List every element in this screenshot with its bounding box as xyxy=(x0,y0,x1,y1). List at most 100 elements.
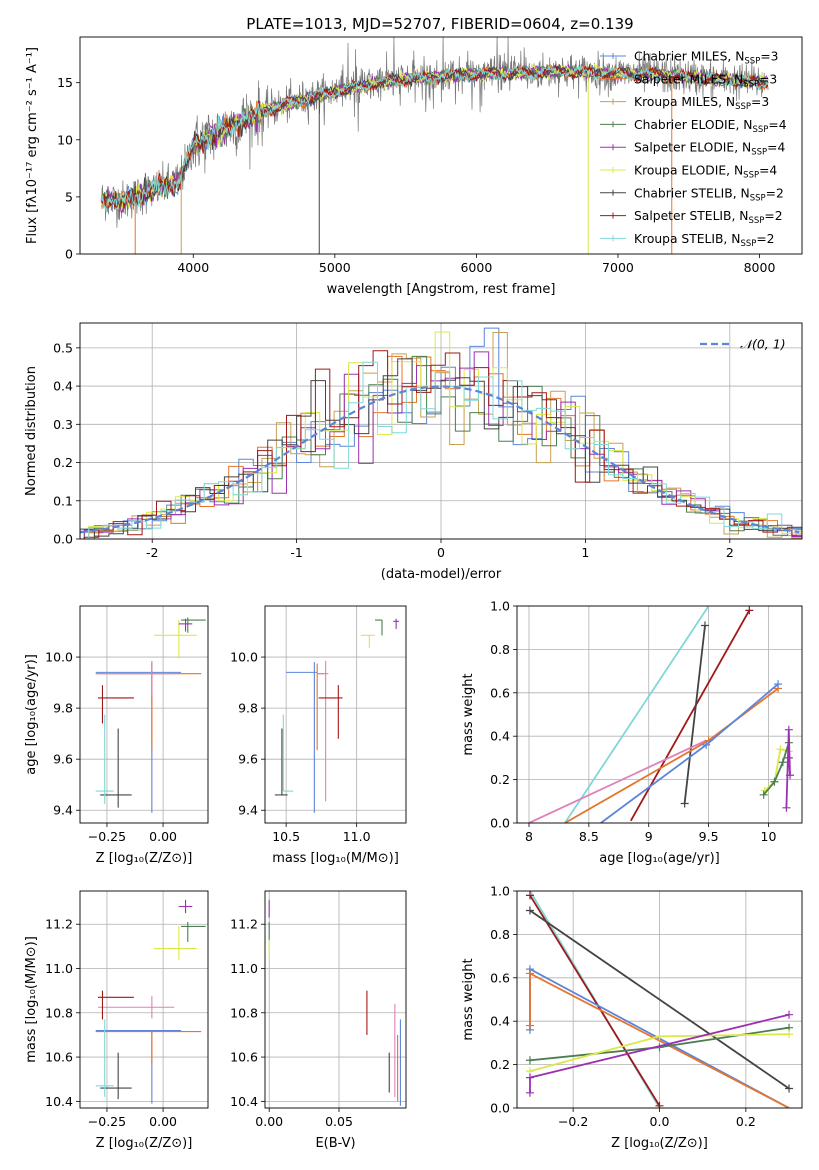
weight-line-chabrier_elodie xyxy=(763,742,790,796)
y-tick-label: 0.2 xyxy=(53,455,73,470)
legend-label: Kroupa STELIB, NSSP=2 xyxy=(634,232,775,249)
histogram-salpeter_miles xyxy=(83,355,802,539)
y-tick-label: 10.8 xyxy=(230,1005,258,1020)
age_vs_mass-errorbars xyxy=(274,618,399,813)
age_vs_Z-ylabel: age [log₁₀(age/yr)] xyxy=(24,654,39,775)
x-tick-label: 0.0 xyxy=(650,1114,670,1129)
x-tick-label: 1 xyxy=(581,545,589,560)
normal-curve xyxy=(80,385,800,534)
histogram-salpeter_elodie xyxy=(83,351,802,539)
y-tick-label: 11.2 xyxy=(230,917,258,932)
age_vs_Z-xlabel: Z [log₁₀(Z/Z⊙)] xyxy=(96,851,193,866)
age_vs_Z-axes: −0.25 0.00 9.4 9.6 9.8 10.0 Z [log₁₀(Z/Z⊙)] age… xyxy=(24,606,208,866)
y-tick-label: 0.8 xyxy=(490,927,510,942)
mass_vs_Z-ylabel: mass [log₁₀(M/M⊙)] xyxy=(24,936,39,1063)
y-tick-label: 10.6 xyxy=(45,1050,73,1065)
weight-line-salpeter_stelib xyxy=(529,894,661,1107)
weight-marker-salpeter_elodie xyxy=(784,725,793,734)
x-tick-label: −0.25 xyxy=(88,1114,126,1129)
y-tick-label: 0.5 xyxy=(53,340,73,355)
x-tick-label: 0.00 xyxy=(149,1114,177,1129)
mass_vs_Z-errorbars xyxy=(95,899,206,1104)
y-tick-label: 0.4 xyxy=(490,1014,510,1029)
weight-marker-salpeter_elodie xyxy=(782,803,791,812)
weight_vs_Z-xlabel: Z [log₁₀(Z/Z⊙)] xyxy=(611,1136,708,1151)
y-tick-label: 0 xyxy=(65,247,73,262)
y-tick-label: 0.8 xyxy=(490,642,510,657)
y-tick-label: 0.2 xyxy=(490,772,510,787)
y-tick-label: 0.4 xyxy=(53,379,73,394)
y-tick-label: 0.0 xyxy=(53,532,73,547)
age_vs_Z-errorbars xyxy=(95,617,206,813)
weight_vs_age-ylabel: mass weight xyxy=(461,673,476,755)
histogram-salpeter_stelib xyxy=(83,350,802,539)
weight-marker-chabrier_elodie xyxy=(778,758,787,767)
legend-label: Chabrier MILES, NSSP=3 xyxy=(634,50,778,67)
weight-marker-salpeter_elodie xyxy=(525,1073,534,1082)
x-tick-label: 4000 xyxy=(177,260,209,275)
weight-marker-salpeter_stelib xyxy=(525,891,534,900)
y-tick-label: 9.6 xyxy=(238,752,258,767)
figure-title: PLATE=1013, MJD=52707, FIBERID=0604, z=0… xyxy=(246,15,633,33)
mass_vs_ebv-errorbars xyxy=(268,899,401,1106)
y-tick-label: 0.4 xyxy=(490,729,510,744)
y-tick-label: 10.6 xyxy=(230,1050,258,1065)
residuals-ylabel: Normed distribution xyxy=(24,366,39,496)
y-tick-label: 9.4 xyxy=(238,803,258,818)
y-tick-label: 5 xyxy=(65,189,73,204)
x-tick-label: 0.2 xyxy=(736,1114,756,1129)
residuals-xlabel: (data-model)/error xyxy=(381,567,502,582)
weight_vs_Z-frame xyxy=(516,890,803,1109)
spectrum-model-line-kroupa_stelib xyxy=(100,64,769,213)
x-tick-label: 8000 xyxy=(744,260,776,275)
weight-marker-salpeter_stelib xyxy=(655,1101,664,1108)
weight-line-pink xyxy=(528,739,707,823)
age_vs_mass-frame xyxy=(264,605,407,824)
y-tick-label: 0.0 xyxy=(490,816,510,831)
weight_vs_age-axes: 8 8.5 9 9.5 10 0.0 0.2 0.4 0.6 0.8 1.0 age [log₁₀(a… xyxy=(461,599,802,866)
spectrum-lines xyxy=(100,37,769,254)
x-tick-label: 0 xyxy=(437,545,445,560)
y-tick-label: 10.0 xyxy=(230,650,258,665)
weight-marker-salpeter_stelib xyxy=(745,606,754,615)
x-tick-label: −0.2 xyxy=(558,1114,588,1129)
y-tick-label: 0.6 xyxy=(490,970,510,985)
y-tick-label: 10.8 xyxy=(45,1005,73,1020)
age_vs_mass-axes: 10.5 11.0 9.4 9.6 9.8 10.0 mass [log₁₀(M/M⊙)] xyxy=(230,606,406,866)
mass_vs_Z-xlabel: Z [log₁₀(Z/Z⊙)] xyxy=(96,1136,193,1151)
y-tick-label: 0.0 xyxy=(490,1101,510,1116)
x-tick-label: 8.5 xyxy=(579,829,599,844)
spectrum-ylabel: Flux [fλ10⁻¹⁷ erg cm⁻² s⁻¹ A⁻¹] xyxy=(25,47,40,244)
weight-line-chabrier_stelib xyxy=(529,909,790,1090)
mass_vs_ebv-xlabel: E(B-V) xyxy=(315,1136,355,1151)
legend-label: Kroupa ELODIE, NSSP=4 xyxy=(634,164,777,181)
legend-label: Chabrier STELIB, NSSP=2 xyxy=(634,186,784,203)
x-tick-label: 7000 xyxy=(602,260,634,275)
mass_vs_Z-frame xyxy=(79,890,209,1109)
weight_vs_age-frame xyxy=(516,605,803,824)
y-tick-label: 10.4 xyxy=(45,1094,73,1109)
spectrum-frame xyxy=(79,36,803,255)
y-tick-label: 11.0 xyxy=(45,961,73,976)
weight-marker-chabrier_stelib xyxy=(680,799,689,808)
weight-marker-salpeter_elodie xyxy=(525,1088,534,1097)
y-tick-label: 0.1 xyxy=(53,493,73,508)
weight_vs_Z-ylabel: mass weight xyxy=(461,958,476,1040)
weight_vs_Z-lines xyxy=(525,891,794,1108)
weight-marker-chabrier_stelib xyxy=(785,1084,794,1093)
legend-label: Salpeter STELIB, NSSP=2 xyxy=(634,209,783,226)
histogram-kroupa_stelib xyxy=(88,361,802,539)
y-tick-label: 10 xyxy=(57,132,73,147)
weight-marker-salpeter_elodie xyxy=(786,771,795,780)
legend-label: Salpeter MILES, NSSP=3 xyxy=(634,72,777,89)
y-tick-label: 11.2 xyxy=(45,917,73,932)
legend-normal-label: 𝒩(0, 1) xyxy=(740,337,786,352)
weight-marker-kroupa_elodie xyxy=(655,1032,664,1041)
weight-marker-salpeter_miles xyxy=(525,1021,534,1030)
weight-line-kroupa_elodie xyxy=(764,748,790,792)
x-tick-label: 8 xyxy=(525,829,533,844)
spectrum-legend: Chabrier MILES, NSSP=3 Salpeter MILES, NS… xyxy=(600,50,787,249)
weight-marker-chabrier_elodie xyxy=(770,777,779,786)
